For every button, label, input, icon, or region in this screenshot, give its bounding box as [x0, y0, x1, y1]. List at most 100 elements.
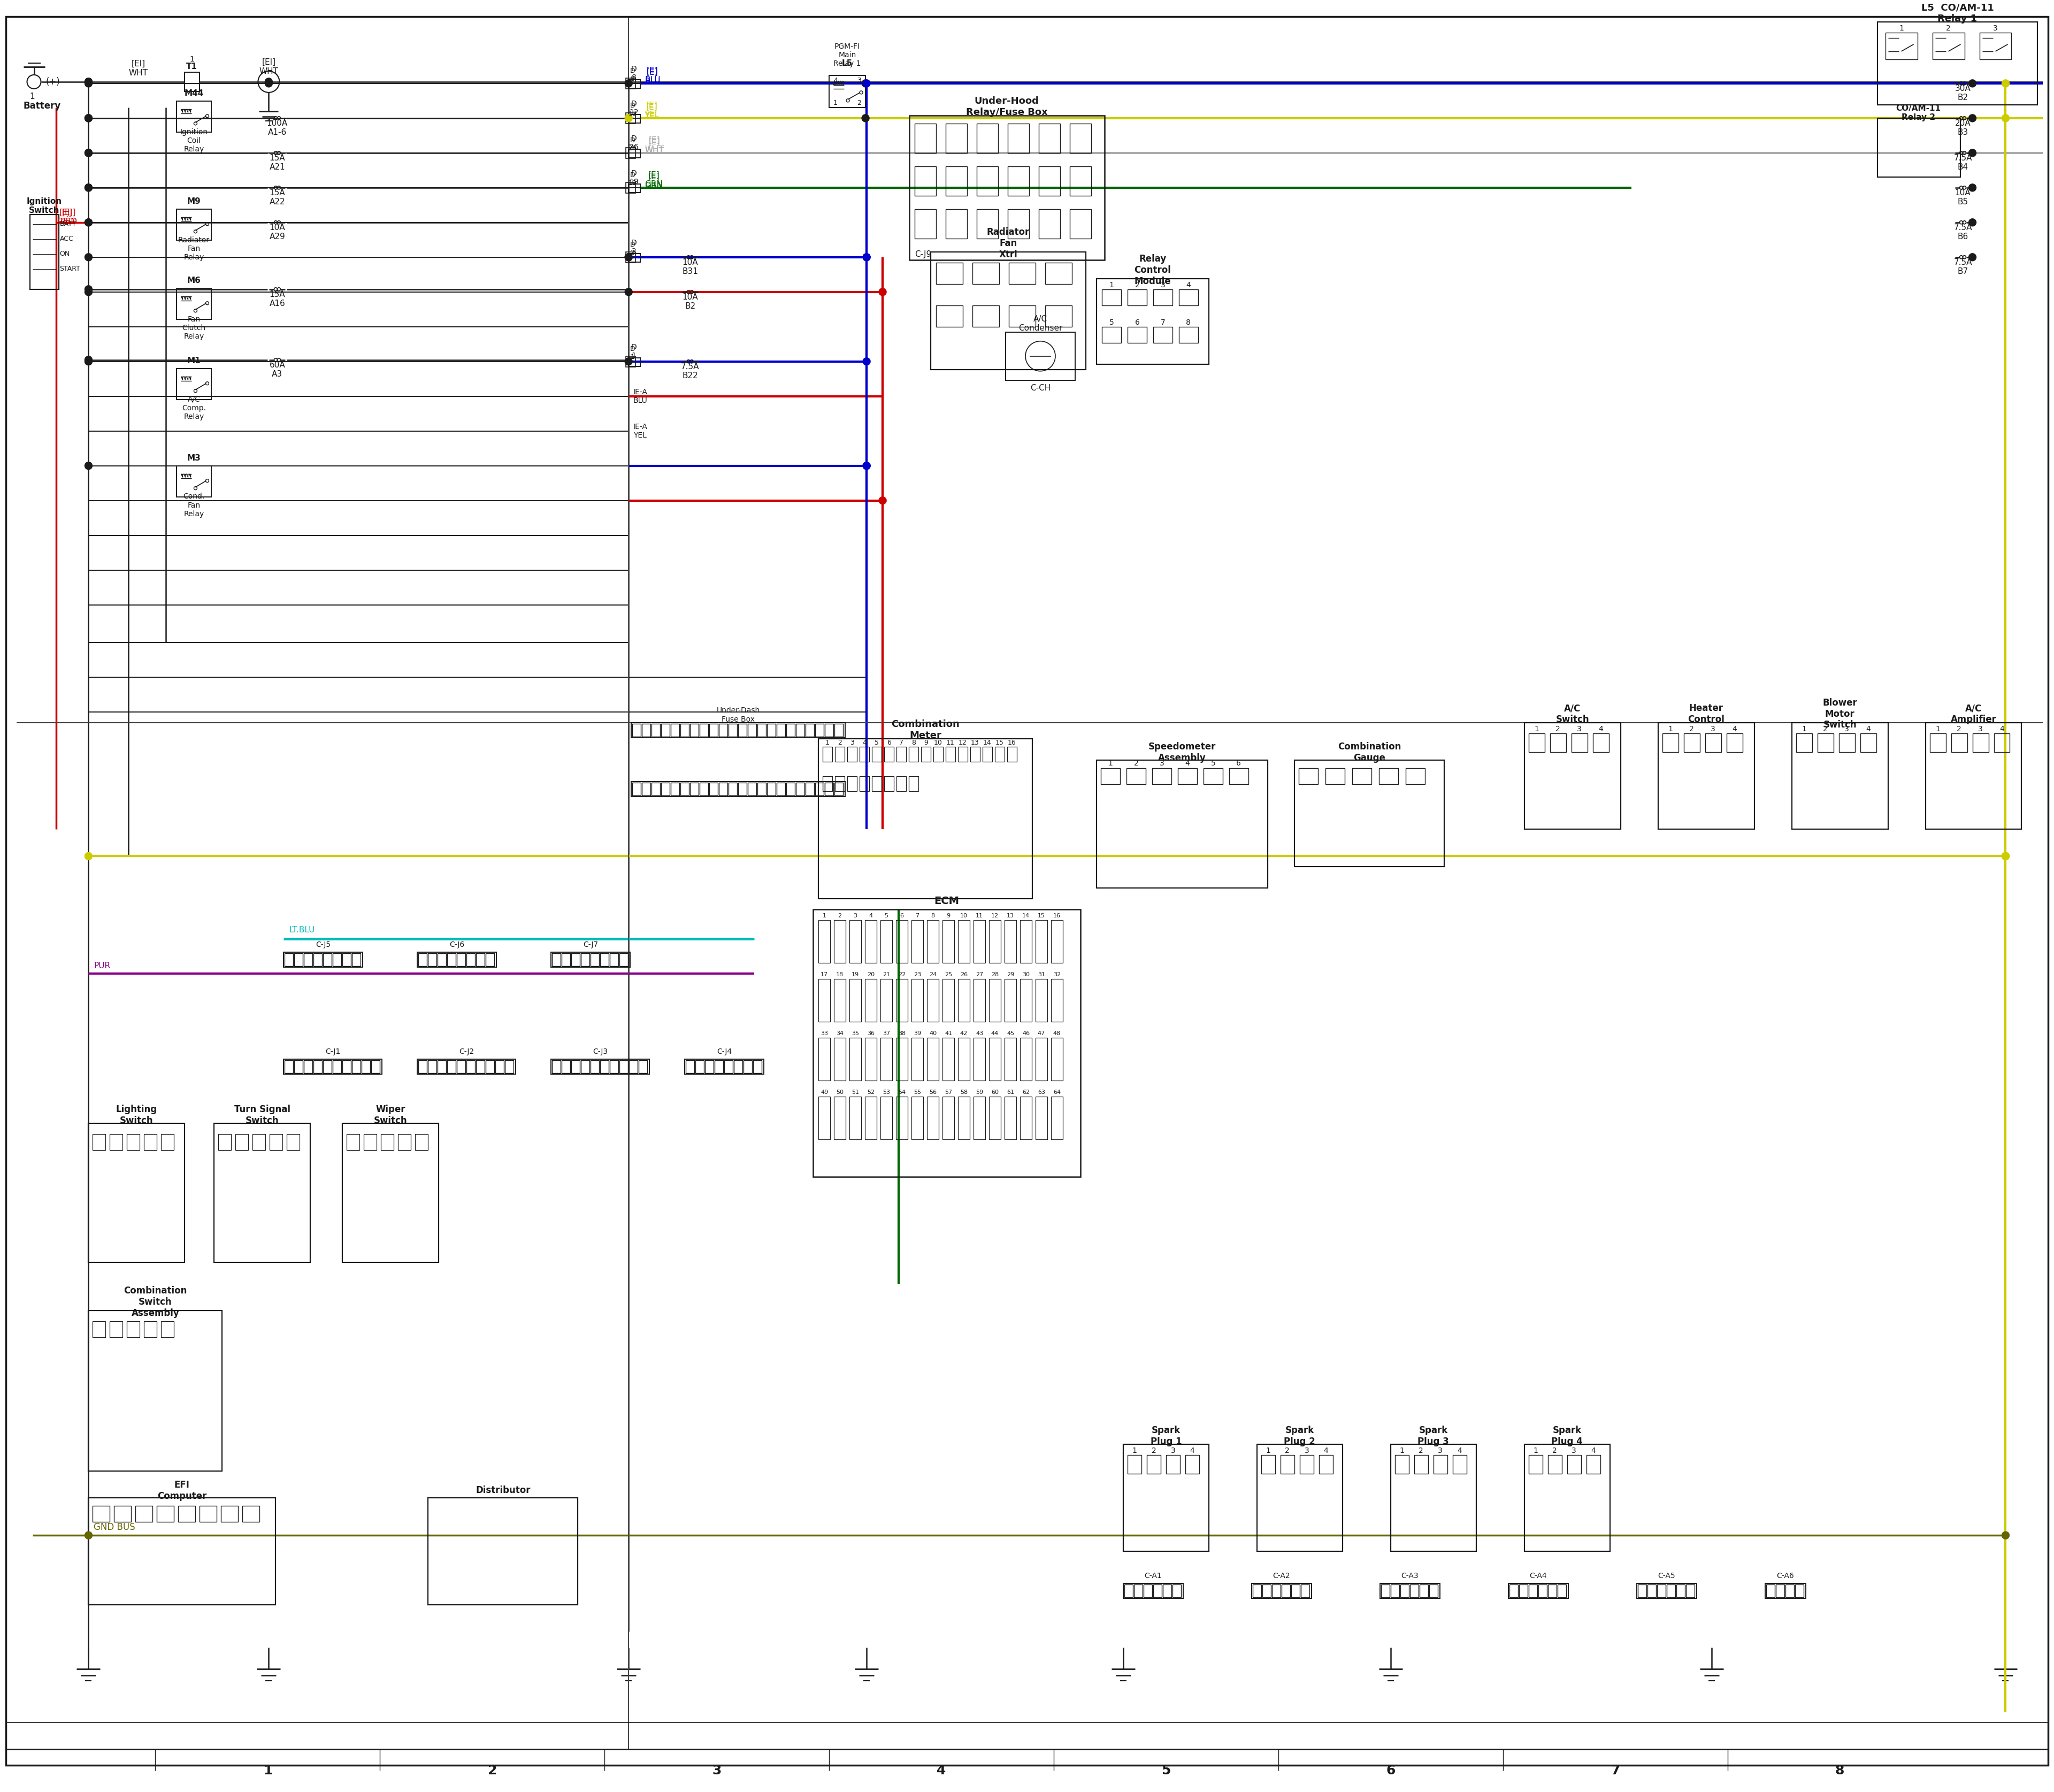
- Bar: [631, 781, 844, 796]
- Bar: [631, 722, 844, 738]
- Bar: [690, 783, 698, 796]
- Bar: [629, 79, 641, 88]
- Bar: [758, 724, 766, 737]
- Text: 4: 4: [1865, 726, 1871, 733]
- Text: C-J4: C-J4: [717, 1048, 731, 1055]
- Bar: [865, 921, 877, 962]
- Bar: [1177, 769, 1197, 783]
- Bar: [1228, 769, 1249, 783]
- Text: 4: 4: [1732, 726, 1738, 733]
- Text: 3: 3: [854, 914, 857, 919]
- Bar: [487, 953, 495, 966]
- Bar: [1253, 1584, 1261, 1597]
- Bar: [487, 1061, 495, 1073]
- Text: 36: 36: [867, 1030, 875, 1036]
- Text: 50: 50: [836, 1090, 844, 1095]
- Bar: [686, 1061, 694, 1073]
- Bar: [643, 724, 651, 737]
- Bar: [1271, 1584, 1280, 1597]
- Bar: [817, 738, 1033, 900]
- Bar: [836, 776, 844, 790]
- Bar: [162, 1321, 175, 1337]
- Text: 1: 1: [189, 56, 193, 63]
- Bar: [945, 124, 967, 152]
- Bar: [1994, 733, 2011, 753]
- Bar: [343, 953, 351, 966]
- Text: 41: 41: [945, 1030, 953, 1036]
- Text: 5: 5: [1109, 319, 1113, 326]
- Text: 2: 2: [1688, 726, 1695, 733]
- Circle shape: [863, 358, 871, 366]
- Bar: [136, 1505, 152, 1521]
- Text: 1: 1: [29, 93, 35, 100]
- Bar: [639, 1061, 647, 1073]
- Bar: [758, 783, 766, 796]
- Circle shape: [863, 253, 871, 262]
- Bar: [1004, 978, 1017, 1021]
- Text: 44: 44: [992, 1030, 998, 1036]
- Bar: [871, 747, 881, 762]
- Bar: [850, 1097, 861, 1140]
- Text: 9: 9: [947, 914, 951, 919]
- Bar: [1263, 1584, 1271, 1597]
- Circle shape: [2003, 79, 2009, 88]
- Bar: [144, 1134, 156, 1150]
- Bar: [199, 1505, 218, 1521]
- Circle shape: [84, 185, 92, 192]
- Text: D
19: D 19: [629, 172, 637, 186]
- Text: 10A
A29: 10A A29: [269, 224, 286, 240]
- Bar: [1391, 1584, 1399, 1597]
- Text: 4: 4: [863, 740, 867, 745]
- Text: 10A
B31: 10A B31: [682, 258, 698, 276]
- Bar: [661, 724, 670, 737]
- Bar: [945, 167, 967, 195]
- Bar: [1419, 1584, 1428, 1597]
- Text: 3: 3: [1304, 1448, 1308, 1455]
- Bar: [729, 783, 737, 796]
- Bar: [347, 1134, 359, 1150]
- Circle shape: [84, 79, 92, 86]
- Bar: [1052, 1097, 1062, 1140]
- Bar: [978, 124, 998, 152]
- Text: M3: M3: [187, 453, 201, 462]
- Bar: [1571, 733, 1588, 753]
- Circle shape: [1968, 253, 1976, 262]
- Bar: [700, 783, 709, 796]
- Bar: [1972, 733, 1988, 753]
- Bar: [1380, 1584, 1391, 1597]
- Bar: [288, 1134, 300, 1150]
- Bar: [1124, 1444, 1210, 1552]
- Text: 3: 3: [857, 77, 861, 84]
- Circle shape: [84, 219, 92, 226]
- Bar: [1795, 1584, 1803, 1597]
- Circle shape: [84, 285, 92, 294]
- Bar: [236, 1134, 249, 1150]
- Text: 61: 61: [1006, 1090, 1015, 1095]
- Bar: [1035, 1097, 1048, 1140]
- Bar: [1179, 326, 1197, 342]
- Text: 9: 9: [924, 740, 928, 745]
- Bar: [1951, 733, 1968, 753]
- Text: A/C
Condenser: A/C Condenser: [1019, 315, 1062, 332]
- Bar: [362, 1061, 370, 1073]
- Text: 35: 35: [852, 1030, 859, 1036]
- Circle shape: [84, 289, 92, 296]
- Bar: [1052, 978, 1062, 1021]
- Bar: [978, 167, 998, 195]
- Bar: [1647, 1584, 1656, 1597]
- Bar: [826, 724, 834, 737]
- Text: [E]
WHT: [E] WHT: [645, 138, 663, 156]
- Bar: [1070, 167, 1091, 195]
- Text: PUR: PUR: [94, 962, 111, 969]
- Text: 1: 1: [1109, 281, 1113, 289]
- Bar: [1676, 1584, 1684, 1597]
- Text: 17: 17: [820, 973, 828, 977]
- Bar: [505, 1061, 514, 1073]
- Bar: [990, 978, 1000, 1021]
- Bar: [1006, 332, 1074, 380]
- Bar: [1052, 1038, 1062, 1081]
- Bar: [571, 1061, 579, 1073]
- Bar: [1298, 769, 1319, 783]
- Text: 3: 3: [1844, 726, 1849, 733]
- Bar: [382, 1134, 394, 1150]
